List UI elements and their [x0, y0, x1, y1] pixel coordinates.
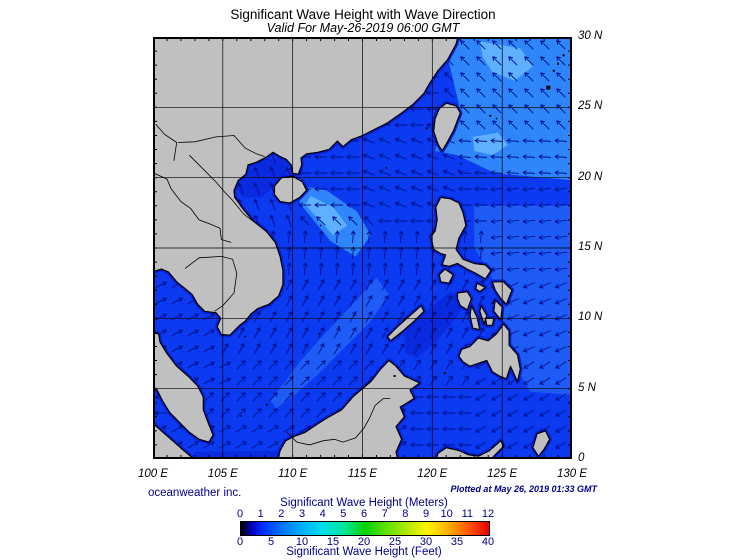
- map-canvas: [153, 37, 572, 459]
- island-speck: [338, 326, 340, 328]
- island-speck: [240, 415, 242, 417]
- island-speck: [495, 117, 498, 120]
- land-mass: [475, 282, 486, 293]
- meters-tick-label: 7: [381, 508, 388, 520]
- island-speck: [460, 162, 462, 165]
- land-mass: [456, 291, 472, 311]
- lon-label: 100 E: [137, 468, 169, 480]
- feet-tick-label: 10: [295, 536, 309, 548]
- meters-tick-label: 1: [257, 508, 264, 520]
- island-speck: [393, 375, 396, 377]
- island-speck: [265, 403, 268, 406]
- lon-label: 125 E: [487, 468, 518, 480]
- island-speck: [458, 169, 460, 172]
- country-border: [286, 398, 391, 446]
- lat-label: 30 N: [578, 30, 603, 42]
- land-mass: [277, 359, 421, 459]
- country-border: [178, 135, 265, 157]
- meters-tick-label: 8: [402, 508, 409, 520]
- chart-title: Significant Wave Height with Wave Direct…: [230, 7, 496, 22]
- land-mass: [458, 323, 521, 383]
- island-speck: [318, 333, 320, 335]
- feet-tick-label: 40: [481, 536, 495, 548]
- lon-label: 105 E: [207, 468, 238, 480]
- meters-tick-label: 6: [360, 508, 368, 520]
- feet-tick-label: 5: [267, 536, 275, 548]
- island-speck: [443, 372, 446, 375]
- land-mass: [273, 175, 308, 204]
- island-speck: [319, 224, 322, 227]
- lat-label: 15 N: [578, 241, 603, 253]
- meters-tick-label: 5: [340, 508, 347, 520]
- lat-label: 10 N: [578, 311, 603, 324]
- land-mass: [469, 305, 481, 331]
- lat-label: 5 N: [578, 381, 596, 394]
- lat-label: 0: [578, 452, 585, 464]
- land-mass: [153, 37, 459, 336]
- feet-tick-label: 30: [419, 536, 433, 548]
- chart-subtitle: Valid For May-26-2019 06:00 GMT: [266, 21, 460, 35]
- land-mass: [433, 102, 461, 152]
- legend-title-feet: Significant Wave Height (Feet): [286, 546, 442, 558]
- meters-tick-label: 3: [298, 508, 306, 520]
- feet-tick-label: 20: [357, 536, 371, 548]
- credit-text: oceanweather inc.: [148, 487, 242, 499]
- meters-tick-label: 12: [481, 508, 495, 520]
- country-border: [154, 173, 232, 243]
- island-speck: [353, 314, 355, 317]
- land-mass: [484, 317, 495, 326]
- plotted-timestamp: Plotted at May 26, 2019 01:33 GMT: [450, 484, 597, 494]
- land-mass: [153, 422, 194, 459]
- island-speck: [562, 54, 565, 57]
- meters-tick-label: 10: [440, 508, 453, 520]
- legend-title-meters: Significant Wave Height (Meters): [280, 497, 448, 509]
- island-speck: [244, 335, 246, 338]
- meters-tick-label: 2: [278, 508, 285, 520]
- island-speck: [425, 127, 428, 130]
- feet-tick-label: 25: [388, 536, 402, 548]
- meters-tick-label: 0: [236, 508, 244, 520]
- land-mass: [430, 196, 492, 280]
- land-mass: [532, 430, 551, 457]
- land-mass: [387, 305, 425, 342]
- country-border: [189, 154, 256, 224]
- wave-map-svg: [153, 37, 572, 459]
- island-speck: [557, 62, 559, 65]
- island-speck: [546, 85, 551, 90]
- lon-label: 115 E: [347, 468, 378, 480]
- feet-tick-label: 0: [236, 536, 244, 548]
- meters-tick-label: 11: [461, 508, 474, 520]
- lon-label: 120 E: [417, 468, 448, 480]
- map-frame: [153, 37, 572, 459]
- island-speck: [552, 69, 555, 72]
- lon-label: 110 E: [278, 468, 308, 480]
- feet-tick-label: 35: [450, 536, 464, 548]
- land-mass: [438, 268, 454, 284]
- wave-height-colorbar: [240, 521, 490, 536]
- land-mass: [493, 299, 503, 321]
- island-speck: [489, 114, 492, 117]
- feet-tick-label: 15: [326, 536, 340, 548]
- meters-tick-label: 4: [319, 508, 326, 520]
- graticule: [153, 37, 572, 459]
- island-speck: [385, 167, 387, 169]
- country-border: [184, 255, 238, 312]
- lat-label: 20 N: [578, 170, 603, 183]
- lat-label: 25 N: [578, 100, 603, 113]
- country-border: [155, 123, 178, 161]
- lon-label: 130 E: [556, 468, 588, 480]
- land-mass: [153, 332, 214, 443]
- meters-tick-label: 9: [422, 508, 430, 520]
